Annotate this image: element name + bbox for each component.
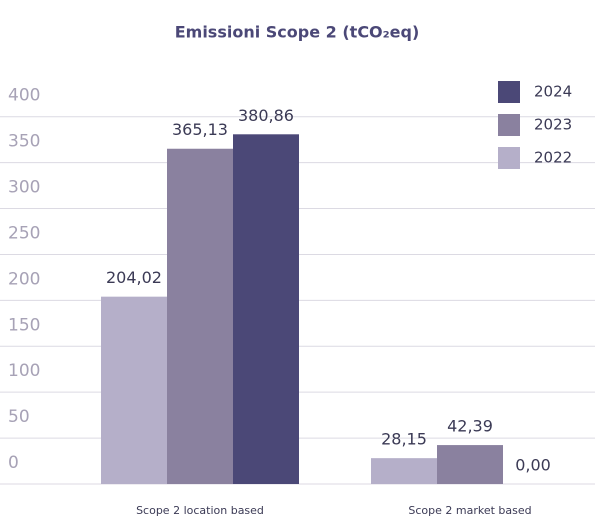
y-tick-label: 250 <box>8 223 40 243</box>
y-tick-label: 50 <box>8 407 30 427</box>
y-tick-label: 400 <box>8 86 40 106</box>
chart-title: Emissioni Scope 2 (tCO₂eq) <box>175 23 420 42</box>
y-tick-label: 100 <box>8 361 40 381</box>
bar <box>101 296 167 484</box>
y-tick-label: 300 <box>8 178 40 198</box>
value-label: 42,39 <box>447 417 493 436</box>
bar <box>371 458 437 484</box>
value-label: 380,86 <box>238 106 294 125</box>
legend-swatch <box>498 81 520 103</box>
x-tick-label: Scope 2 location based <box>136 504 264 516</box>
legend-label: 2023 <box>534 116 572 134</box>
legend-swatch <box>498 147 520 169</box>
value-label: 365,13 <box>172 120 228 139</box>
legend-label: 2024 <box>534 83 572 101</box>
y-tick-label: 350 <box>8 132 40 152</box>
bar <box>233 134 299 484</box>
value-label: 204,02 <box>106 268 162 287</box>
value-label: 0,00 <box>515 456 551 475</box>
y-tick-label: 0 <box>8 453 19 473</box>
bar <box>167 148 233 485</box>
value-label: 28,15 <box>381 430 427 449</box>
y-tick-label: 200 <box>8 269 40 289</box>
legend-label: 2022 <box>534 149 572 167</box>
legend-swatch <box>498 114 520 136</box>
bar <box>437 445 503 484</box>
x-tick-label: Scope 2 market based <box>408 504 531 516</box>
y-tick-label: 150 <box>8 315 40 335</box>
